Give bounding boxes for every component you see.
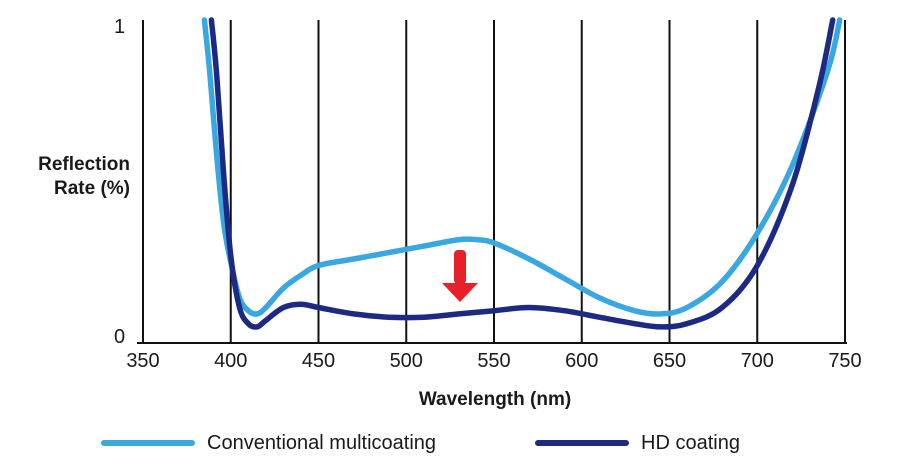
legend: Conventional multicoating HD coating: [0, 430, 898, 456]
x-tick-label-500: 500: [390, 350, 423, 372]
legend-item-hd: HD coating: [535, 430, 740, 456]
x-tick-label-700: 700: [741, 350, 774, 372]
y-tick-label-max: 1: [114, 16, 126, 38]
x-tick-label-600: 600: [565, 350, 598, 372]
arrow-shaft: [454, 250, 466, 284]
x-tick-label-450: 450: [302, 350, 335, 372]
legend-swatch-conventional: [101, 440, 195, 446]
x-tick-label-750: 750: [828, 350, 861, 372]
y-tick-label-min: 0: [114, 326, 126, 348]
legend-label-hd: HD coating: [641, 431, 740, 454]
legend-swatch-hd: [535, 440, 629, 446]
series-line-hd: [208, 17, 836, 330]
legend-label-conventional: Conventional multicoating: [207, 431, 437, 454]
x-tick-label-550: 550: [477, 350, 510, 372]
legend-item-conventional: Conventional multicoating: [101, 430, 436, 456]
x-axis-title: Wavelength (nm): [418, 389, 572, 410]
x-tick-label-400: 400: [214, 350, 247, 372]
y-axis-title-line-1: Reflection: [38, 154, 130, 175]
y-axis-title-line-2: Rate (%): [53, 178, 130, 199]
x-tick-label-650: 650: [653, 350, 686, 372]
arrow-head: [442, 283, 478, 302]
reduction-arrow-icon: [442, 250, 478, 302]
series-line-conventional: [201, 17, 843, 317]
y-axis-title: Reflection Rate (%): [8, 153, 130, 201]
x-tick-label-350: 350: [126, 350, 159, 372]
